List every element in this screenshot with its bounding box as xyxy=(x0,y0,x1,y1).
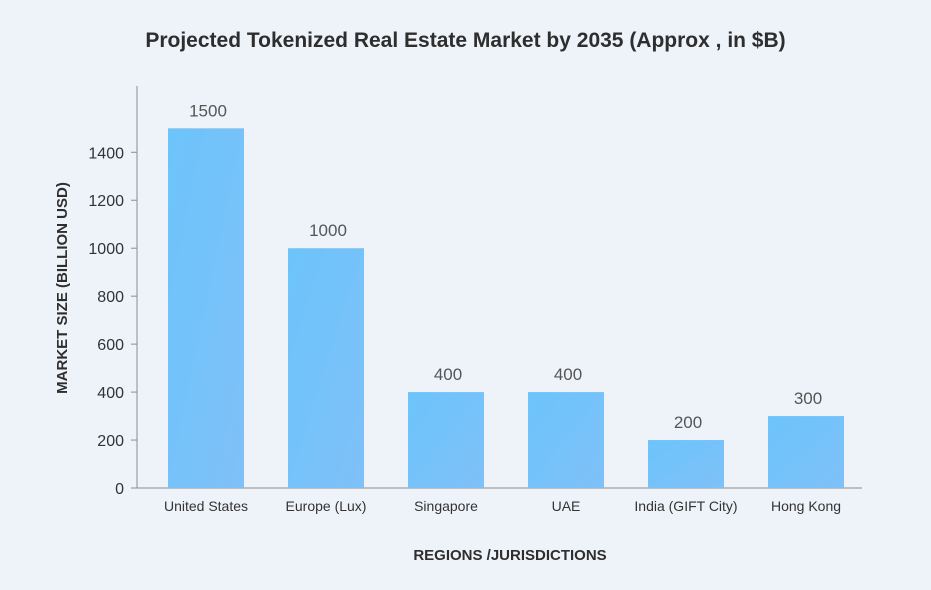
bar xyxy=(288,248,364,488)
y-tick-label: 0 xyxy=(115,481,124,498)
y-tick-label: 800 xyxy=(97,289,124,306)
category-label: UAE xyxy=(552,498,581,514)
bar xyxy=(528,392,604,488)
category-label: Hong Kong xyxy=(771,498,841,514)
data-label: 400 xyxy=(554,365,582,384)
category-label: Europe (Lux) xyxy=(286,498,367,514)
y-tick-label: 400 xyxy=(97,385,124,402)
bar xyxy=(768,416,844,488)
y-tick-label: 600 xyxy=(97,337,124,354)
bar xyxy=(648,440,724,488)
y-tick-label: 1000 xyxy=(88,241,124,258)
category-label: Singapore xyxy=(414,498,478,514)
data-labels: 1500 1000 400 400 200 300 xyxy=(189,101,822,432)
bars xyxy=(168,128,844,489)
category-label: India (GIFT City) xyxy=(634,498,737,514)
category-labels: United States Europe (Lux) Singapore UAE Ind… xyxy=(164,498,841,514)
bar xyxy=(408,392,484,488)
data-label: 200 xyxy=(674,413,702,432)
y-axis-title: MARKET SIZE (BILLION USD) xyxy=(54,182,71,394)
data-label: 300 xyxy=(794,389,822,408)
y-tick-label: 1400 xyxy=(88,145,124,162)
category-label: United States xyxy=(164,498,248,514)
data-label: 1500 xyxy=(189,101,227,120)
data-label: 1000 xyxy=(309,221,347,240)
y-tick-label: 200 xyxy=(97,433,124,450)
bar xyxy=(168,128,244,489)
data-label: 400 xyxy=(434,365,462,384)
chart-title: Projected Tokenized Real Estate Market b… xyxy=(145,29,786,52)
y-axis: 0 200 400 600 800 1000 1200 1400 xyxy=(88,86,138,498)
y-tick-label: 1200 xyxy=(88,193,124,210)
x-axis-title: REGIONS /JURISDICTIONS xyxy=(413,547,606,564)
